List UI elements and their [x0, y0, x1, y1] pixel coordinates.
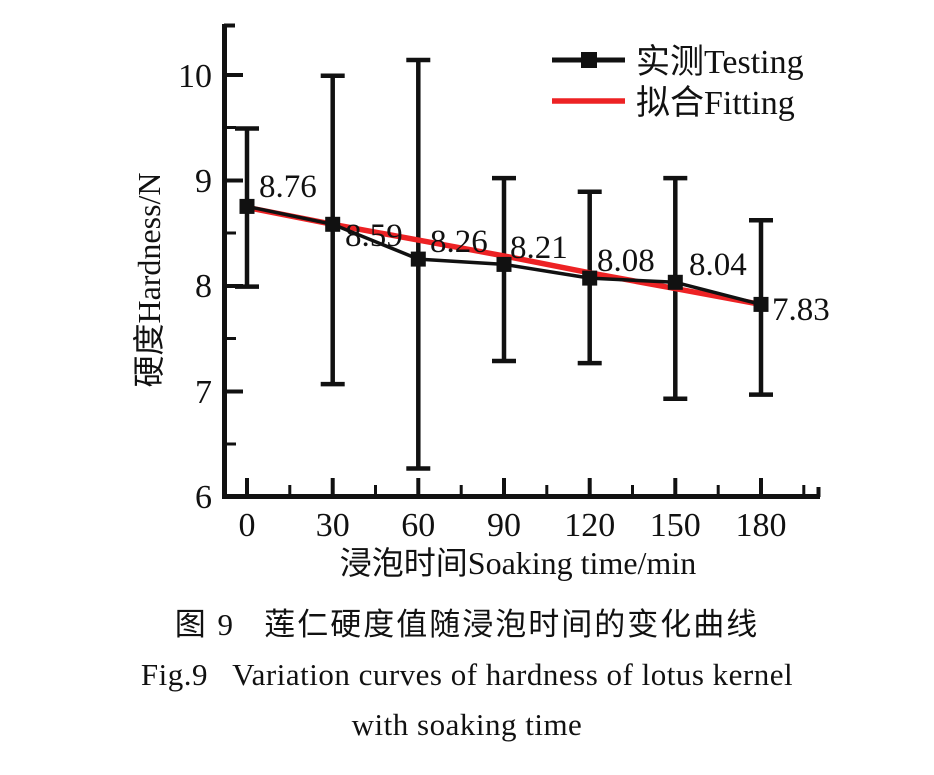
- data-point-marker: [239, 198, 255, 214]
- x-tick-label-60: 60: [401, 507, 435, 544]
- legend-marker-square: [581, 52, 597, 68]
- data-point-marker: [325, 216, 341, 232]
- chart-legend: 实测Testing 拟合Fitting: [552, 43, 804, 122]
- x-tick-label-120: 120: [564, 507, 615, 544]
- data-label: 8.08: [597, 243, 655, 279]
- series-markers-testing: [239, 198, 769, 312]
- x-tick-label-30: 30: [316, 507, 350, 544]
- y-axis-title: 硬度Hardness/N: [131, 172, 167, 387]
- data-point-marker: [753, 296, 769, 312]
- x-tick-label-0: 0: [239, 507, 256, 544]
- data-label: 8.21: [510, 230, 568, 266]
- data-label: 7.83: [772, 292, 830, 328]
- y-tick-label-8: 8: [195, 268, 212, 305]
- axes: [222, 23, 821, 499]
- data-labels: 8.76 8.59 8.26 8.21 8.08 8.04 7.83: [259, 169, 830, 328]
- data-label: 8.59: [345, 218, 403, 254]
- y-tick-label-7: 7: [195, 374, 212, 411]
- y-tick-label-9: 9: [195, 163, 212, 200]
- legend-item-fitting[interactable]: 拟合Fitting: [552, 84, 795, 122]
- x-axis-ticks: [245, 478, 806, 494]
- y-axis-ticks: [224, 73, 243, 499]
- x-tick-label-150: 150: [650, 507, 701, 544]
- figure-caption: 图 9 莲仁硬度值随浸泡时间的变化曲线 Fig.9 Variation curv…: [0, 600, 934, 750]
- data-label: 8.26: [430, 224, 488, 260]
- legend-label-testing: 实测Testing: [636, 43, 804, 81]
- x-axis-tick-labels: 0 30 60 90 120 150 180: [239, 507, 787, 544]
- data-point-marker: [410, 251, 426, 267]
- x-axis-title: 浸泡时间Soaking time/min: [340, 545, 696, 581]
- legend-item-testing[interactable]: 实测Testing: [552, 43, 804, 81]
- caption-line-english-1: Fig.9 Variation curves of hardness of lo…: [140, 657, 794, 692]
- caption-line-chinese: 图 9 莲仁硬度值随浸泡时间的变化曲线: [174, 607, 760, 642]
- chart-plot: 6 7 8 9 10 0 30 60 90 120 150 180 浸泡时间So…: [131, 23, 830, 581]
- y-tick-label-6: 6: [195, 479, 212, 516]
- x-tick-label-90: 90: [487, 507, 521, 544]
- data-point-marker: [667, 274, 683, 290]
- legend-label-fitting: 拟合Fitting: [636, 84, 795, 122]
- caption-line-english-2: with soaking time: [351, 707, 583, 742]
- data-label: 8.04: [689, 247, 747, 283]
- y-tick-label-10: 10: [178, 58, 212, 95]
- data-point-marker: [582, 270, 598, 286]
- data-point-marker: [496, 256, 512, 272]
- y-axis-tick-labels: 6 7 8 9 10: [178, 58, 212, 516]
- data-label: 8.76: [259, 169, 317, 205]
- x-tick-label-180: 180: [736, 507, 787, 544]
